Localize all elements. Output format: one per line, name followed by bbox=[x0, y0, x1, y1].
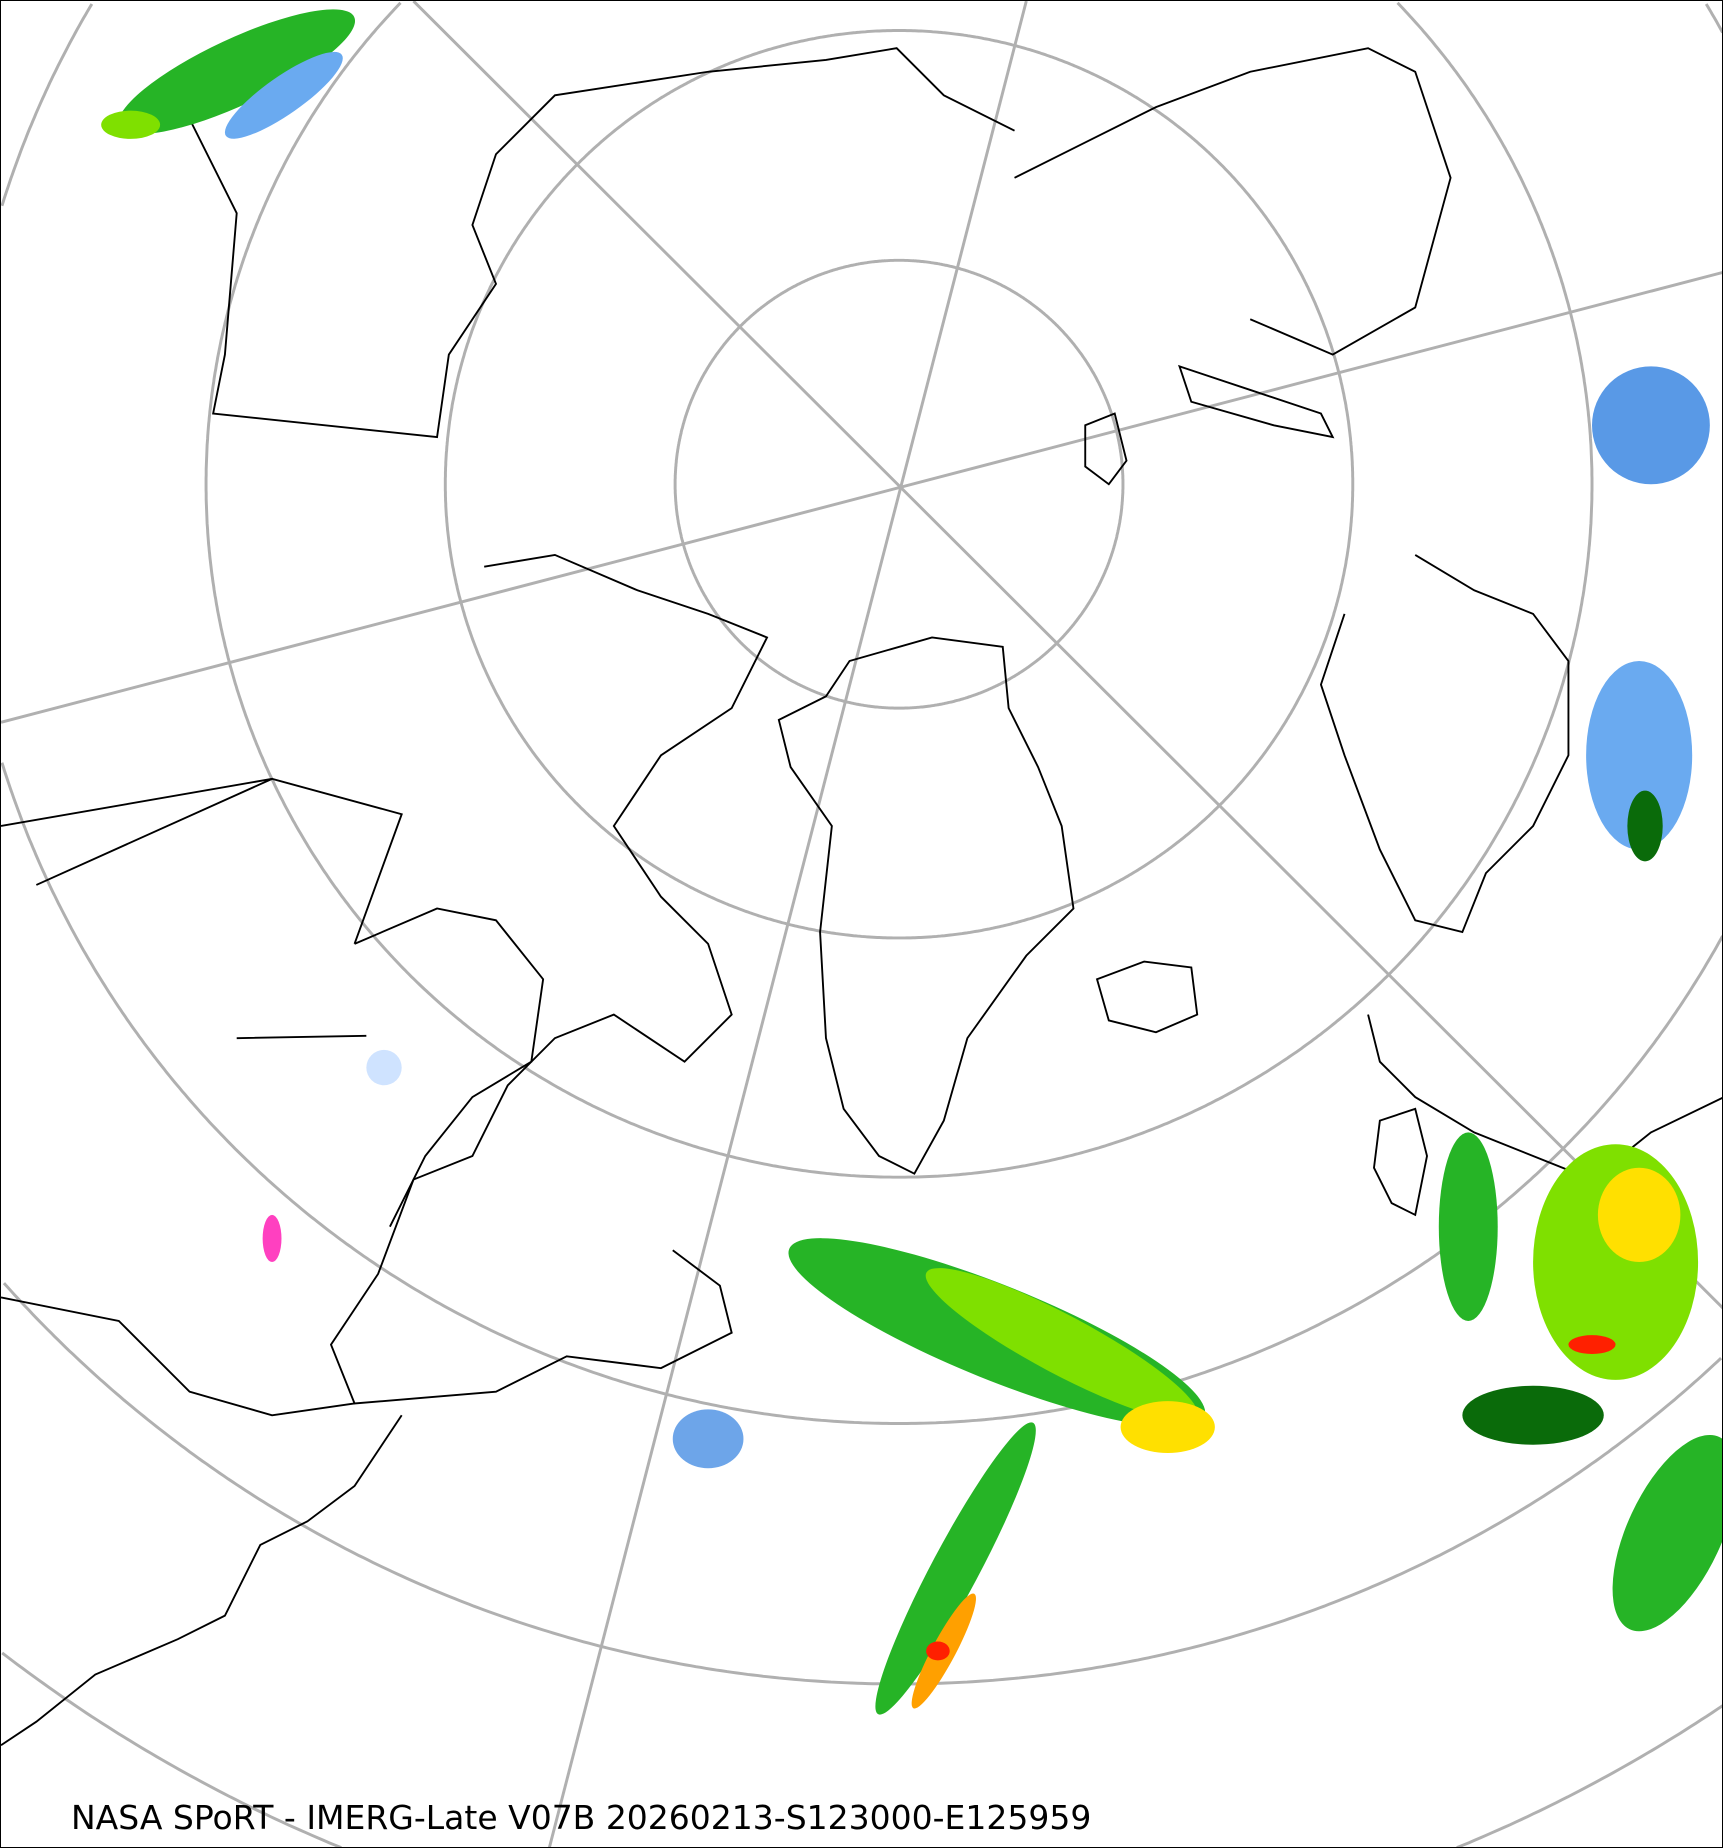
precip-cell bbox=[1592, 366, 1710, 485]
coastlines bbox=[1, 47, 1722, 1747]
precip-cell bbox=[672, 1409, 744, 1469]
precip-cell bbox=[926, 1641, 950, 1661]
latitude-circle bbox=[1, 1651, 342, 1847]
latitude-circle bbox=[1, 762, 1722, 1425]
latitude-circle bbox=[204, 1, 1594, 1179]
precip-cell bbox=[1568, 1335, 1616, 1354]
meridian-line bbox=[547, 1, 1028, 1847]
meridian-line bbox=[1, 271, 1722, 724]
latitude-circle bbox=[673, 258, 1125, 710]
latitude-circle bbox=[443, 29, 1355, 940]
russia-coast bbox=[1014, 47, 1452, 356]
us-east-coast bbox=[1, 1414, 403, 1747]
precip-cell bbox=[1597, 1167, 1681, 1263]
meridian-line bbox=[412, 1, 1722, 1310]
svalbard-coast bbox=[1084, 412, 1128, 486]
latitude-circle bbox=[1456, 1704, 1722, 1847]
latitude-circle bbox=[1704, 3, 1722, 34]
canadian-arctic-coast bbox=[329, 553, 769, 1405]
precip-cell bbox=[1612, 1434, 1722, 1632]
precip-cell bbox=[366, 1049, 402, 1086]
latitude-circle bbox=[1, 3, 94, 207]
precip-cell bbox=[925, 1268, 1198, 1422]
north-america-coast bbox=[176, 47, 1015, 439]
precip-cell bbox=[262, 1214, 282, 1263]
precipitation bbox=[101, 9, 1722, 1715]
precip-cell bbox=[1120, 1401, 1215, 1453]
precip-cell bbox=[1627, 790, 1663, 862]
precip-cell bbox=[1586, 661, 1693, 850]
europe-coast bbox=[1319, 554, 1722, 1181]
product-caption: NASA SPoRT - IMERG-Late V07B 20260213-S1… bbox=[71, 1798, 1092, 1837]
iceland-coast bbox=[1095, 960, 1199, 1034]
precip-cell bbox=[875, 1422, 1036, 1715]
britain-coast bbox=[1373, 1107, 1428, 1217]
novaya-zemlya-coast bbox=[1178, 364, 1335, 439]
precip-cell bbox=[224, 51, 343, 139]
precip-cell bbox=[118, 9, 356, 135]
precip-cell bbox=[1438, 1132, 1498, 1321]
latitude-circle bbox=[2, 1282, 1722, 1686]
hudson-bay-coast bbox=[354, 907, 545, 1228]
greenland-coast bbox=[777, 636, 1075, 1175]
precip-cell bbox=[101, 110, 161, 139]
precip-cell bbox=[1462, 1385, 1604, 1445]
us-border bbox=[1, 777, 403, 1417]
